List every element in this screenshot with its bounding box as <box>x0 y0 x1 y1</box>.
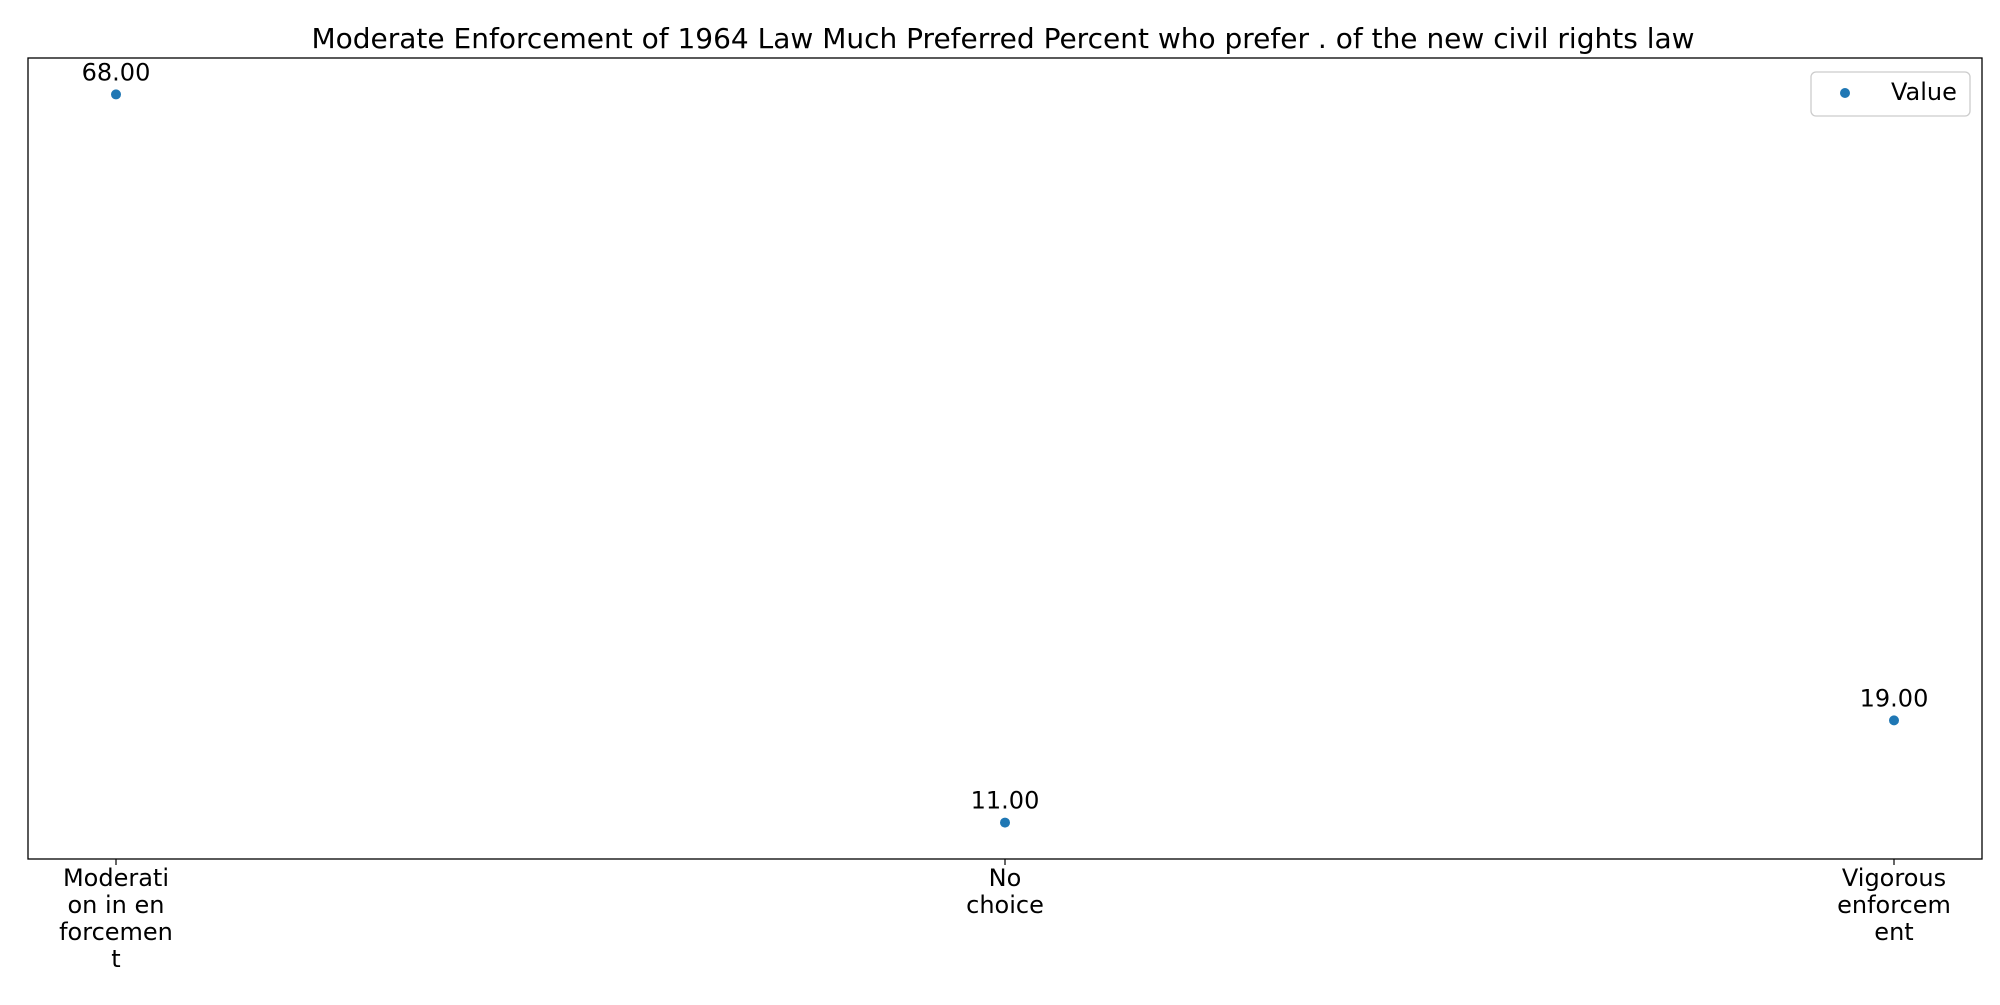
x-tick-label-line: enforcem <box>1837 891 1951 919</box>
chart-title: Moderate Enforcement of 1964 Law Much Pr… <box>311 22 1694 55</box>
data-label: 11.00 <box>971 787 1040 815</box>
data-point <box>1000 817 1010 828</box>
data-point <box>111 89 121 100</box>
legend-label: Value <box>1891 78 1957 106</box>
x-tick-labels: Moderati on in en forcemen t No choice Vigorou… <box>59 864 1951 973</box>
legend: Value <box>1810 71 1971 117</box>
x-tick-label-line: t <box>111 945 120 973</box>
x-tick-label-line: on in en <box>67 891 164 919</box>
x-tick-label-line: ent <box>1874 918 1913 946</box>
x-tick-label-line: forcemen <box>59 918 173 946</box>
legend-box <box>1810 71 1971 117</box>
data-point <box>1889 715 1899 726</box>
x-tick-label-line: No <box>989 864 1022 892</box>
x-tick-label-line: Moderati <box>63 864 169 892</box>
legend-marker <box>1840 88 1850 98</box>
data-label: 19.00 <box>1860 684 1929 712</box>
x-tick-label: Moderati on in en forcemen t <box>59 864 173 973</box>
x-tick-label: Vigorous enforcem ent <box>1837 864 1951 946</box>
x-axis-ticks <box>115 859 1895 865</box>
data-labels: 68.00 11.00 19.00 <box>82 58 1929 814</box>
data-points <box>111 89 1899 828</box>
x-tick-label-line: choice <box>966 891 1044 919</box>
x-tick-label-line: Vigorous <box>1842 864 1946 892</box>
x-tick-label: No choice <box>966 864 1044 919</box>
data-label: 68.00 <box>82 58 151 86</box>
